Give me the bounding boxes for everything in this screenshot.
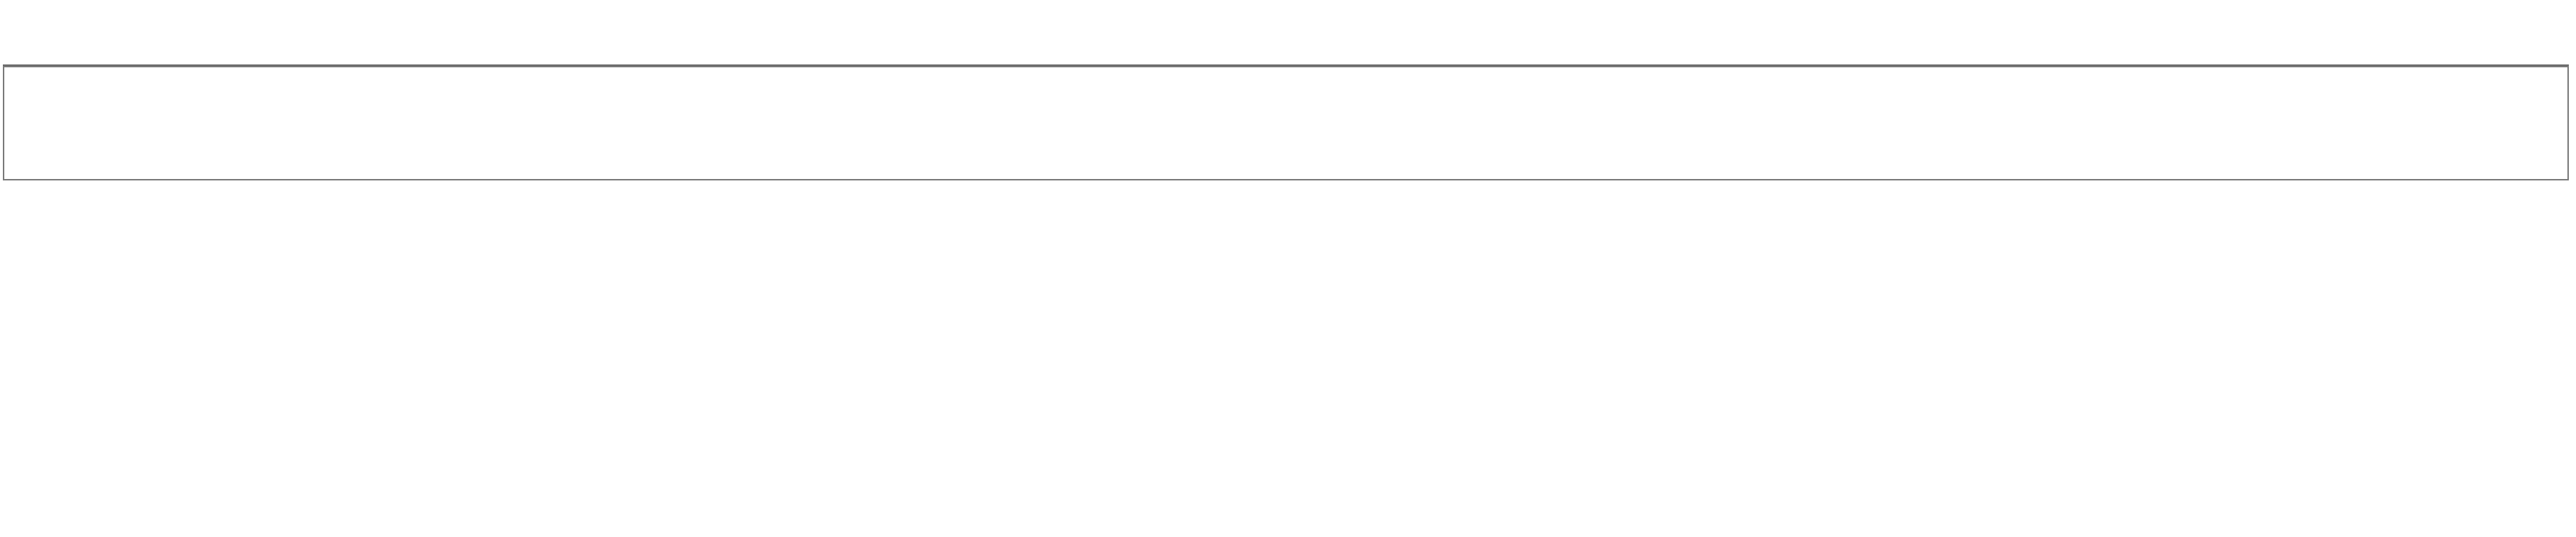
ruler-top-divider bbox=[3, 64, 2569, 66]
tracks-frame bbox=[3, 66, 2569, 180]
chromatin-loop-arcs bbox=[0, 0, 2576, 69]
gene-annotation-panel bbox=[0, 355, 2576, 537]
